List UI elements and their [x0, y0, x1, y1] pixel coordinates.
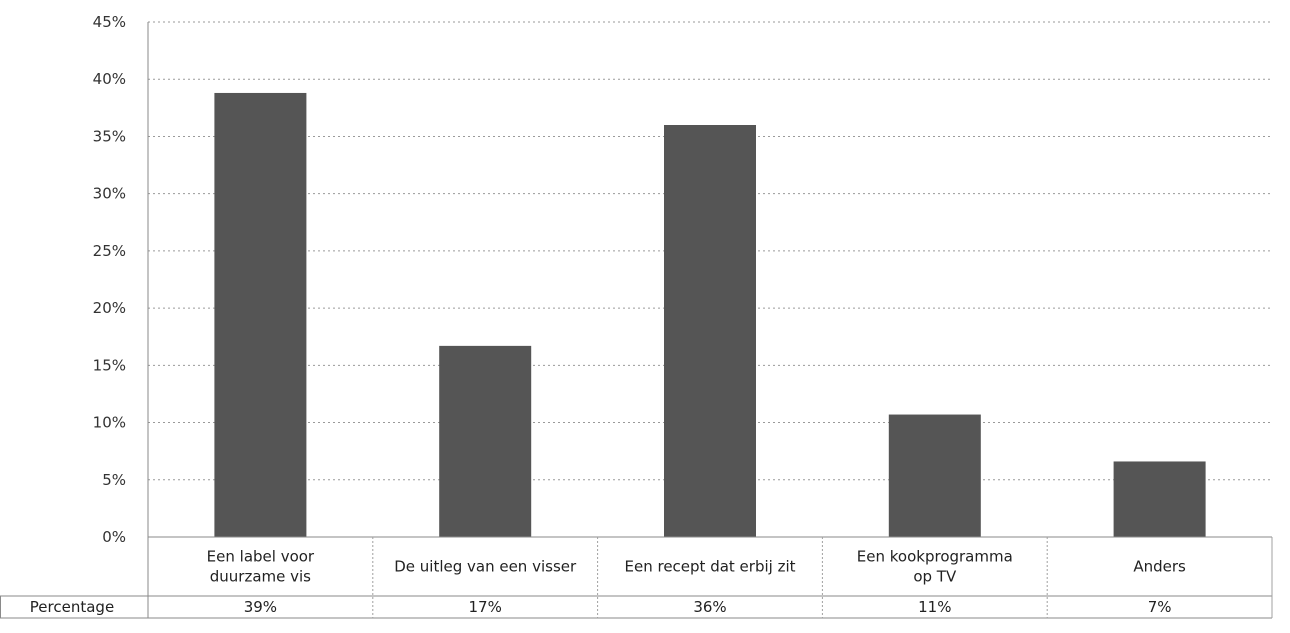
table-cell-value: 39% [244, 598, 277, 616]
category-labels: Een label voor duurzame vis De uitleg van … [207, 548, 1186, 586]
table-cell-value: 17% [469, 598, 502, 616]
y-axis-tick-labels: 0% 5% 10% 15% 20% 25% 30% 35% 40% 45% [93, 13, 126, 546]
bar [888, 414, 981, 537]
category-label: De uitleg van een visser [394, 558, 577, 576]
table-cell-value: 7% [1148, 598, 1172, 616]
y-tick-label: 45% [93, 13, 126, 31]
y-tick-label: 35% [93, 127, 126, 145]
category-label: duurzame vis [210, 568, 311, 586]
bar [214, 92, 307, 537]
data-table: Percentage 39% 17% 36% 11% 7% [30, 598, 1172, 616]
category-label: Een recept dat erbij zit [625, 558, 796, 576]
y-tick-label: 15% [93, 356, 126, 374]
category-label: Een label voor [207, 548, 315, 566]
table-cell-value: 11% [918, 598, 951, 616]
y-tick-label: 0% [102, 528, 126, 546]
table-row-label: Percentage [30, 598, 114, 616]
category-label: Anders [1133, 558, 1186, 576]
bar [1113, 461, 1206, 537]
y-tick-label: 10% [93, 414, 126, 432]
axes [0, 22, 1273, 619]
category-label: Een kookprogramma [857, 548, 1013, 566]
bar [439, 345, 532, 537]
bars [214, 92, 1206, 537]
y-tick-label: 25% [93, 242, 126, 260]
y-tick-label: 20% [93, 299, 126, 317]
y-tick-label: 5% [102, 471, 126, 489]
table-cell-value: 36% [693, 598, 726, 616]
category-label: op TV [913, 568, 957, 586]
y-tick-label: 30% [93, 185, 126, 203]
bar [664, 125, 756, 537]
y-tick-label: 40% [93, 70, 126, 88]
